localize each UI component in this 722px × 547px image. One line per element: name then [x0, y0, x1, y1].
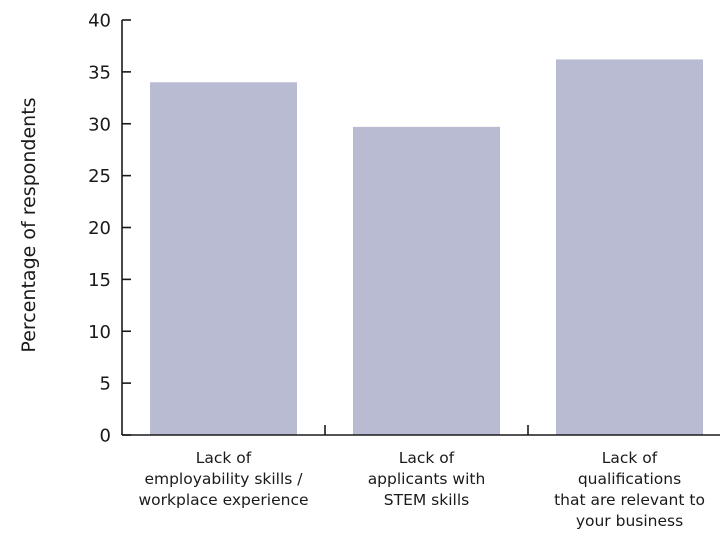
y-tick-label-5: 5: [100, 374, 111, 395]
x-category-label-1: Lack of employability skills / workplace e…: [138, 449, 308, 509]
y-tick-label-10: 10: [88, 322, 111, 343]
bar-2: [353, 126, 500, 436]
y-tick-label-40: 40: [88, 11, 111, 32]
y-tick-label-25: 25: [88, 166, 111, 187]
y-tick-label-20: 20: [88, 218, 111, 239]
x-axis: [122, 425, 720, 436]
x-category-label-2: Lack of applicants with STEM skills: [368, 449, 486, 509]
y-axis: 0 5 10 15 20 25 30 35 40: [88, 11, 131, 447]
bar-3: [556, 59, 703, 436]
bar-1: [150, 82, 297, 435]
y-tick-label-15: 15: [88, 270, 111, 291]
bars-group: [150, 59, 703, 436]
y-tick-label-35: 35: [88, 62, 111, 83]
y-tick-label-30: 30: [88, 114, 111, 135]
y-axis-title: Percentage of respondents: [18, 97, 40, 352]
x-category-label-3: Lack of qualifications that are relevant t…: [554, 449, 705, 530]
x-axis-labels: Lack of employability skills / workplace e…: [138, 449, 704, 530]
y-tick-label-0: 0: [100, 426, 111, 447]
